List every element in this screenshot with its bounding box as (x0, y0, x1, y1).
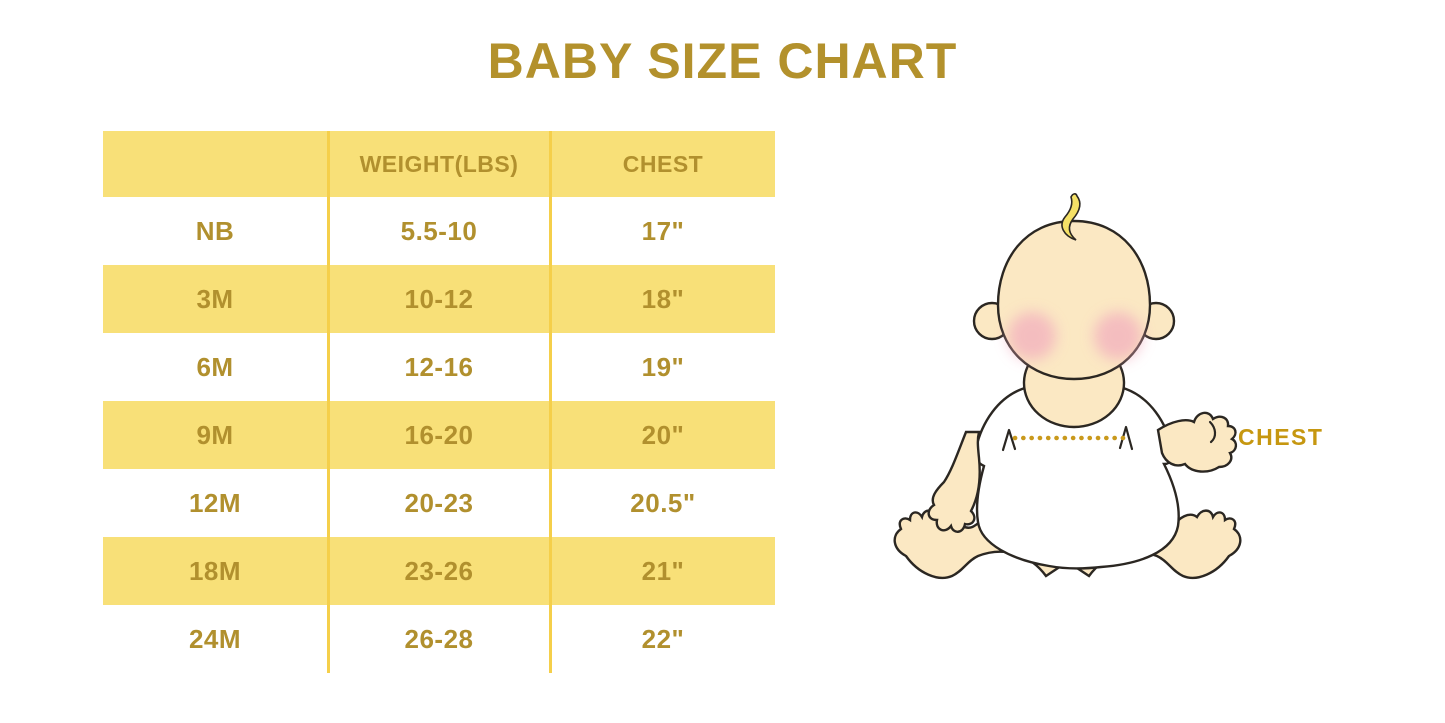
header-weight-cell: WEIGHT(LBS) (359, 150, 519, 177)
size-cell: 12M (188, 487, 242, 518)
weight-cell: 12-16 (404, 351, 474, 382)
baby-right-cheek (1094, 312, 1142, 360)
size-cell: 9M (196, 419, 234, 450)
fist-thumb-crease (1208, 420, 1217, 444)
column-divider-2 (549, 131, 552, 673)
header-chest-cell: CHEST (622, 150, 704, 177)
chest-cell: 20" (641, 419, 685, 450)
chest-cell: 21" (641, 555, 685, 586)
table-row: 9M 16-20 20" (103, 401, 775, 469)
size-cell: 6M (196, 351, 234, 382)
chest-cell: 20.5" (630, 487, 696, 518)
weight-cell: 5.5-10 (400, 215, 478, 246)
weight-cell: 23-26 (404, 555, 474, 586)
weight-cell: 20-23 (404, 487, 474, 518)
baby-right-arm-fist (1156, 411, 1238, 473)
chest-cell: 19" (641, 351, 685, 382)
table-row: 3M 10-12 18" (103, 265, 775, 333)
size-cell: 18M (188, 555, 242, 586)
weight-cell: 16-20 (404, 419, 474, 450)
table-row: 6M 12-16 19" (103, 333, 775, 401)
size-cell: 24M (188, 623, 242, 654)
weight-cell: 10-12 (404, 283, 474, 314)
baby-left-arm (927, 430, 981, 533)
baby-left-cheek (1008, 312, 1056, 360)
chest-cell: 22" (641, 623, 685, 654)
column-divider-1 (327, 131, 330, 673)
table-header-row: WEIGHT(LBS) CHEST (103, 131, 775, 197)
table-row: 18M 23-26 21" (103, 537, 775, 605)
table-row: 12M 20-23 20.5" (103, 469, 775, 537)
page-title: BABY SIZE CHART (487, 33, 958, 89)
baby-illustration: CHEST (893, 193, 1323, 580)
size-cell: NB (195, 215, 235, 246)
right-armpit-crease (1118, 425, 1134, 451)
size-cell: 3M (196, 283, 234, 314)
chest-cell: 17" (641, 215, 685, 246)
size-table: WEIGHT(LBS) CHEST NB 5.5-10 17" 3M 10-12… (103, 131, 775, 673)
table-body: NB 5.5-10 17" 3M 10-12 18" 6M 12-16 19" … (103, 197, 775, 673)
table-row: 24M 26-28 22" (103, 605, 775, 673)
weight-cell: 26-28 (404, 623, 474, 654)
chest-cell: 18" (641, 283, 685, 314)
chest-label: CHEST (1238, 424, 1323, 450)
left-armpit-crease (1001, 428, 1017, 452)
table-row: NB 5.5-10 17" (103, 197, 775, 265)
baby-hair-curl (1061, 193, 1081, 241)
